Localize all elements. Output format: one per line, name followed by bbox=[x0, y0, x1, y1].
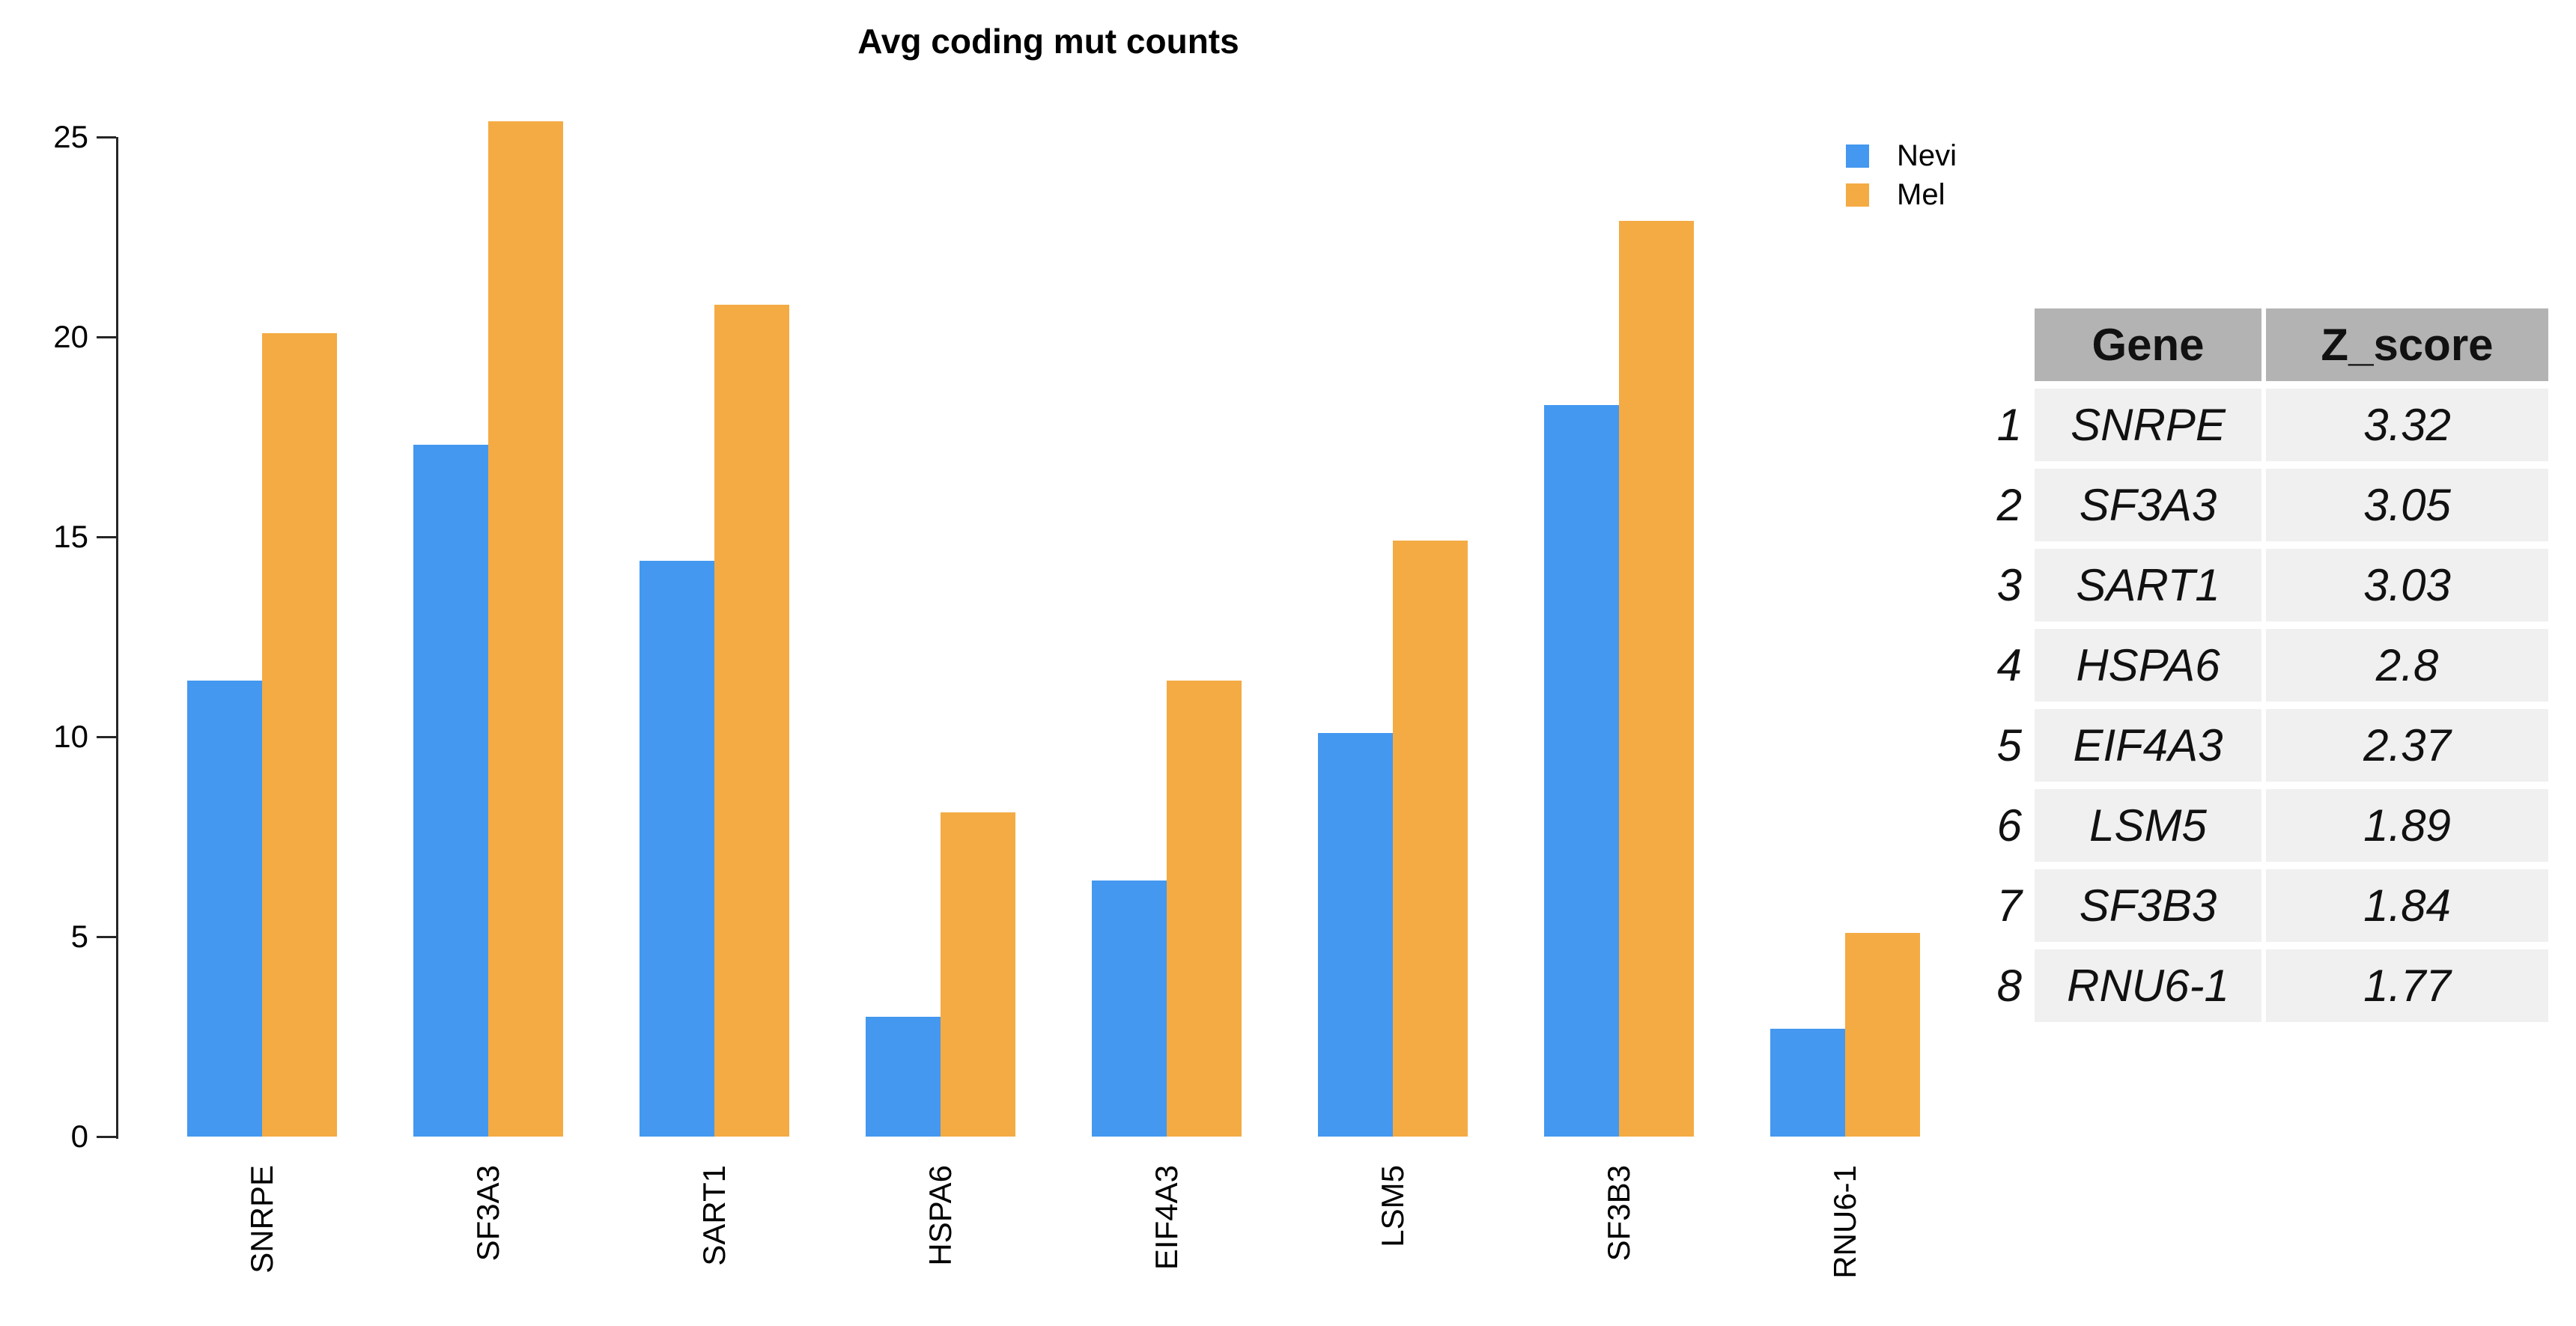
x-axis-label-eif4a3: EIF4A3 bbox=[1149, 1165, 1184, 1271]
bar-mel-sart1 bbox=[714, 305, 789, 1137]
bar-mel-sf3a3 bbox=[488, 121, 563, 1137]
table-cell-zscore: 2.37 bbox=[2266, 709, 2548, 782]
bar-nevi-sart1 bbox=[640, 561, 714, 1137]
x-axis-label-sf3a3: SF3A3 bbox=[470, 1165, 505, 1262]
y-tick-label: 5 bbox=[70, 919, 88, 954]
bar-mel-eif4a3 bbox=[1167, 681, 1242, 1137]
legend-swatch-nevi bbox=[1846, 145, 1869, 168]
table-cell-gene: HSPA6 bbox=[2035, 629, 2261, 702]
table-header-z_score: Z_score bbox=[2266, 308, 2548, 381]
x-axis-label-snrpe: SNRPE bbox=[244, 1165, 279, 1274]
table-cell-gene: SF3A3 bbox=[2035, 469, 2261, 541]
y-axis-tick bbox=[97, 336, 116, 338]
chart-title: Avg coding mut counts bbox=[857, 22, 1239, 61]
y-tick-label: 15 bbox=[53, 519, 88, 554]
x-axis-label-sf3b3: SF3B3 bbox=[1601, 1165, 1636, 1262]
table-row-index: 6 bbox=[1996, 800, 2022, 851]
bar-mel-lsm5 bbox=[1393, 541, 1468, 1137]
x-axis-label-lsm5: LSM5 bbox=[1375, 1165, 1410, 1247]
bar-nevi-eif4a3 bbox=[1092, 881, 1167, 1137]
bar-nevi-sf3a3 bbox=[413, 445, 488, 1137]
table-cell-zscore: 3.03 bbox=[2266, 549, 2548, 621]
table-row-index: 8 bbox=[1996, 961, 2022, 1011]
y-tick-label: 10 bbox=[53, 719, 88, 754]
table-row-index: 5 bbox=[1996, 720, 2022, 770]
table-cell-gene: SNRPE bbox=[2035, 389, 2261, 461]
y-axis-tick bbox=[97, 536, 116, 538]
y-tick-label: 0 bbox=[70, 1119, 88, 1154]
y-axis-tick bbox=[97, 936, 116, 938]
table-cell-gene: SF3B3 bbox=[2035, 869, 2261, 942]
table-cell-gene: EIF4A3 bbox=[2035, 709, 2261, 782]
bar-nevi-rnu6-1 bbox=[1770, 1028, 1845, 1137]
y-axis-tick bbox=[97, 136, 116, 139]
chart-legend: Nevi Mel bbox=[1846, 139, 1957, 222]
y-tick-label: 25 bbox=[53, 119, 88, 154]
table-row-index: 3 bbox=[1996, 560, 2022, 610]
bar-nevi-hspa6 bbox=[866, 1016, 941, 1137]
table-cell-zscore: 1.89 bbox=[2266, 789, 2548, 862]
y-tick-label: 20 bbox=[53, 319, 88, 354]
table-row-index: 1 bbox=[1996, 400, 2022, 450]
legend-label: Nevi bbox=[1897, 139, 1957, 172]
x-axis-label-hspa6: HSPA6 bbox=[923, 1165, 958, 1266]
y-axis-tick bbox=[97, 1136, 116, 1138]
y-axis-tick bbox=[97, 736, 116, 738]
table-header-gene: Gene bbox=[2035, 308, 2261, 381]
x-axis-label-rnu6-1: RNU6-1 bbox=[1827, 1165, 1862, 1279]
table-cell-zscore: 1.77 bbox=[2266, 949, 2548, 1022]
z-score-table: Gene Z_score SNRPE 3.32 SF3A3 3.05 SART1 3.03 HS… bbox=[2035, 308, 2548, 1022]
table-row-index: 4 bbox=[1996, 640, 2022, 690]
bar-mel-snrpe bbox=[262, 332, 337, 1137]
legend-swatch-mel bbox=[1846, 183, 1869, 207]
bar-nevi-sf3b3 bbox=[1544, 404, 1619, 1137]
bar-mel-hspa6 bbox=[941, 812, 1015, 1137]
table-cell-gene: SART1 bbox=[2035, 549, 2261, 621]
x-axis-label-sart1: SART1 bbox=[696, 1165, 732, 1266]
legend-label: Mel bbox=[1897, 178, 1945, 211]
table-row-index: 7 bbox=[1996, 881, 2022, 931]
bar-mel-rnu6-1 bbox=[1845, 932, 1920, 1137]
bar-nevi-snrpe bbox=[187, 681, 262, 1137]
table-cell-zscore: 1.84 bbox=[2266, 869, 2548, 942]
table-cell-zscore: 3.32 bbox=[2266, 389, 2548, 461]
bar-nevi-lsm5 bbox=[1318, 732, 1393, 1137]
legend-item-nevi: Nevi bbox=[1846, 139, 1957, 172]
table-cell-gene: RNU6-1 bbox=[2035, 949, 2261, 1022]
table-row-index: 2 bbox=[1996, 480, 2022, 530]
table-cell-zscore: 2.8 bbox=[2266, 629, 2548, 702]
bar-mel-sf3b3 bbox=[1619, 221, 1694, 1137]
y-axis-line bbox=[116, 137, 118, 1139]
table-cell-zscore: 3.05 bbox=[2266, 469, 2548, 541]
legend-item-mel: Mel bbox=[1846, 178, 1957, 211]
table-cell-gene: LSM5 bbox=[2035, 789, 2261, 862]
